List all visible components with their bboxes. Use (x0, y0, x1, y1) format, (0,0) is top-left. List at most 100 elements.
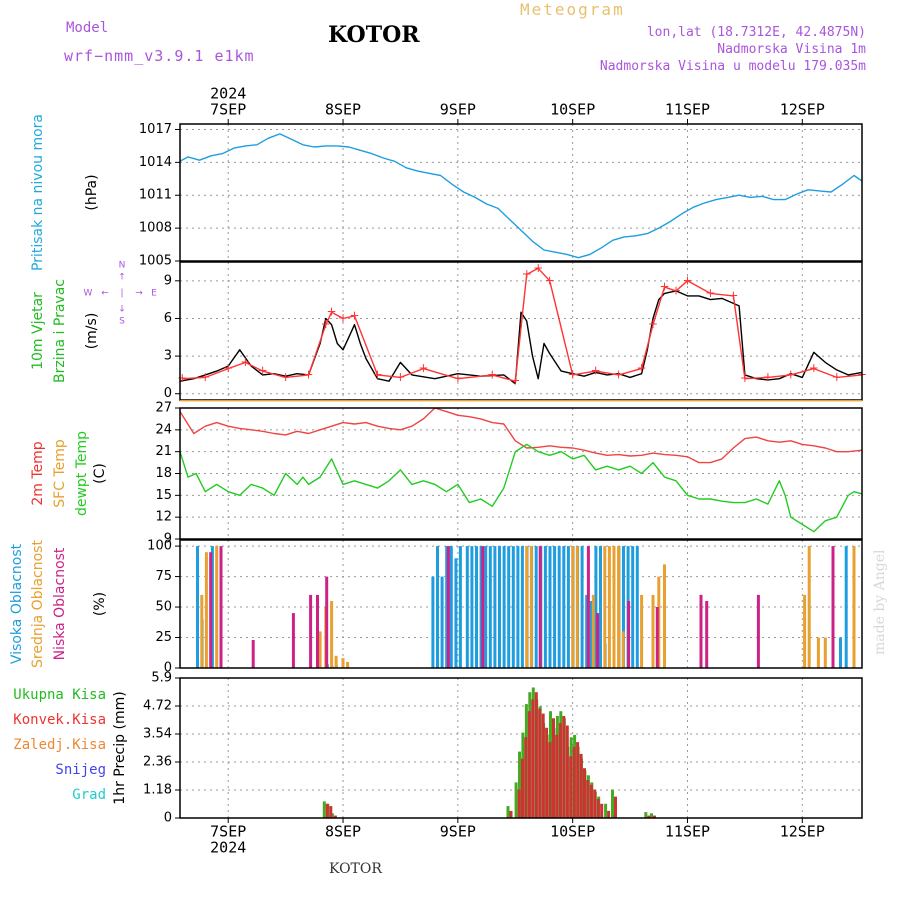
cloud-bar-srednja-oblacnost (621, 631, 625, 668)
model-label: Model (66, 20, 109, 36)
precip-legend-snijeg: Snijeg (55, 762, 106, 778)
precip-bar-konvek-kisa (333, 815, 337, 818)
compass-arrow-down: ↓ (118, 305, 126, 315)
wind-gust-marker: + (258, 364, 268, 378)
altitude-label: Nadmorska Visina 1m (717, 42, 866, 57)
wind-gust-marker: + (395, 370, 405, 384)
top-day-label: 9SEP (440, 101, 476, 119)
cloud-bar-visoka-oblacnost (502, 546, 506, 668)
cloud-bar-visoka-oblacnost (580, 546, 584, 668)
precip-bar-ukupna-kisa (644, 812, 648, 818)
cloud-bar-srednja-oblacnost (215, 546, 219, 668)
cloud-bar-srednja-oblacnost (204, 552, 208, 668)
wind-gust-marker: + (200, 370, 210, 384)
precip-bar-konvek-kisa (586, 780, 590, 818)
precip-ylabel: 1hr Precip (mm) (112, 691, 128, 804)
wind-gust-marker: + (740, 371, 750, 385)
temperature-ytick-label: 15 (155, 488, 172, 503)
wind-gust-marker: + (533, 261, 543, 275)
cloud-bar-visoka-oblacnost (516, 546, 520, 668)
cloud-bar-visoka-oblacnost (488, 546, 492, 668)
precip-bar-ukupna-kisa (322, 801, 326, 818)
wind-gust-marker: + (321, 317, 331, 331)
precip-ytick-label: 3.54 (143, 727, 172, 742)
cloud-bar-visoka-oblacnost (622, 546, 625, 668)
precip-bar-konvek-kisa (569, 756, 573, 818)
pressure-ylabel: Pritisak na nivou mora (30, 114, 46, 271)
cloud-bar-visoka-oblacnost (543, 546, 547, 668)
cloud-ytick-label: 25 (155, 630, 172, 645)
cloud-bar-visoka-oblacnost (454, 558, 458, 668)
precip-bar-ukupna-kisa (330, 813, 334, 818)
wind-gust-marker: + (327, 305, 337, 319)
compass-west: W (84, 289, 93, 299)
precip-bar-konvek-kisa (589, 784, 593, 818)
cloud-bar-visoka-oblacnost (449, 546, 453, 668)
wind-gust-marker: + (338, 311, 348, 325)
pressure-series-line (179, 133, 863, 259)
cloud-bar-srednja-oblacnost (607, 546, 611, 668)
cloud-bar-srednja-oblacnost (346, 661, 350, 668)
cloud-bar-visoka-oblacnost (436, 546, 439, 668)
bottom-day-label: 10SEP (550, 823, 595, 841)
compass-arrow-right: → (135, 289, 143, 299)
footer-station: KOTOR (329, 861, 382, 877)
cloud-bar-niska-oblacnost (481, 546, 485, 668)
compass-arrow-up: ↑ (118, 273, 126, 283)
cloud-bar-visoka-oblacnost (844, 546, 848, 668)
bottom-day-label: 11SEP (665, 823, 710, 841)
top-year-label: 2024 (210, 85, 246, 103)
cloud-ylabel: Niska Oblacnost (52, 547, 68, 660)
cloud-ytick-label: 0 (164, 661, 172, 676)
precip-bar-konvek-kisa (548, 742, 552, 818)
pressure-ytick-label: 1005 (139, 254, 172, 269)
cloud-bar-visoka-oblacnost (431, 576, 435, 668)
cloud-bar-visoka-oblacnost (839, 637, 842, 668)
bottom-day-label: 7SEP (210, 823, 246, 841)
cloud-bar-srednja-oblacnost (823, 637, 827, 668)
cloud-bar-niska-oblacnost (316, 594, 319, 668)
temperature-ylabel: SFC Temp (52, 439, 68, 508)
precip-bar-konvek-kisa (541, 713, 545, 818)
pressure-ytick-label: 1014 (139, 155, 172, 170)
cloud-bar-niska-oblacnost (627, 601, 631, 668)
wind-gust-marker: + (522, 267, 532, 281)
cloud-bar-srednja-oblacnost (612, 546, 616, 668)
cloud-bar-visoka-oblacnost (475, 546, 478, 668)
cloud-bar-srednja-oblacnost (852, 546, 856, 668)
top-day-label: 11SEP (665, 101, 710, 119)
cloud-ylabel: Visoka Oblacnost (9, 543, 25, 664)
cloud-bar-visoka-oblacnost (511, 546, 515, 668)
wind-gust-marker: + (568, 367, 578, 381)
cloud-bar-niska-oblacnost (325, 576, 329, 668)
temperature-frame (179, 407, 863, 540)
cloud-bar-niska-oblacnost (251, 640, 255, 668)
compass-arrow-left: ← (101, 289, 109, 299)
model-altitude-label: Nadmorska Visina u modelu 179.035m (599, 59, 866, 74)
product-title: Meteogram (520, 0, 625, 19)
precip-bar-konvek-kisa (576, 742, 580, 818)
cloud-bar-srednja-oblacnost (334, 655, 338, 668)
compass-north: N (119, 261, 126, 271)
wind-gust-marker: + (671, 283, 681, 297)
wind-gust-marker: + (281, 370, 291, 384)
precip-ytick-label: 0 (164, 811, 172, 826)
cloud-bar-srednja-oblacnost (330, 601, 334, 668)
precip-bar-ukupna-kisa (650, 813, 653, 818)
precip-bar-ukupna-kisa (506, 806, 510, 818)
precip-bar-konvek-kisa (509, 810, 513, 818)
cloud-bar-srednja-oblacnost (651, 594, 655, 668)
wind-gust-marker: + (659, 280, 669, 294)
cloud-bar-niska-oblacnost (219, 546, 223, 668)
top-day-label: 12SEP (780, 101, 825, 119)
compass-south: S (119, 317, 125, 327)
precip-bar-konvek-kisa (538, 708, 542, 818)
compass-east: E (151, 289, 157, 299)
cloud-bar-visoka-oblacnost (196, 546, 199, 668)
precip-bar-konvek-kisa (555, 734, 559, 818)
cloud-bar-niska-oblacnost (586, 546, 590, 668)
precip-bar-ukupna-kisa (518, 751, 521, 818)
temperature-ytick-label: 27 (155, 401, 172, 416)
cloud-bar-visoka-oblacnost (562, 546, 566, 668)
